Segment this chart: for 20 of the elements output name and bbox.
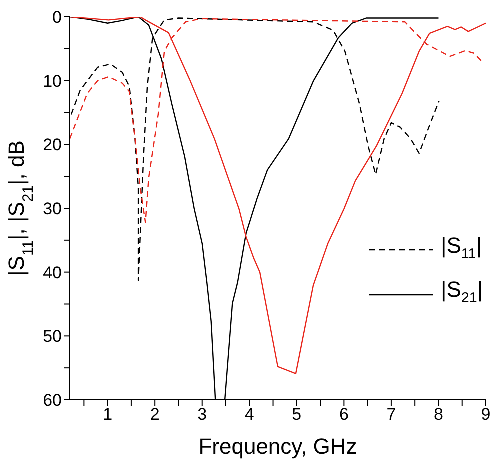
y-tick-label: 20 (43, 136, 62, 155)
x-tick-label: 7 (386, 405, 396, 424)
y-tick-label: 60 (43, 391, 62, 410)
y-tick-label: 0 (52, 8, 62, 28)
x-tick-label: 4 (244, 405, 254, 424)
y-tick-label: 10 (43, 72, 62, 91)
x-tick-label: 9 (481, 405, 491, 424)
x-tick-label: 1 (103, 405, 113, 424)
x-tick-label: 8 (434, 405, 444, 424)
x-tick-label: 5 (292, 405, 302, 424)
line-series (70, 17, 486, 374)
legend-label: |S$_{11}$| (440, 233, 482, 262)
x-axis-title: Frequency, GHz (198, 434, 358, 459)
x-tick-label: 3 (198, 405, 208, 424)
y-tick-label: 30 (43, 200, 62, 219)
x-tick-label: 6 (339, 405, 349, 424)
x-tick-label: 2 (150, 405, 160, 424)
y-tick-label: 50 (43, 327, 62, 346)
legend-label: |S$_{21}$| (440, 277, 483, 307)
y-tick-label: 40 (43, 263, 62, 282)
